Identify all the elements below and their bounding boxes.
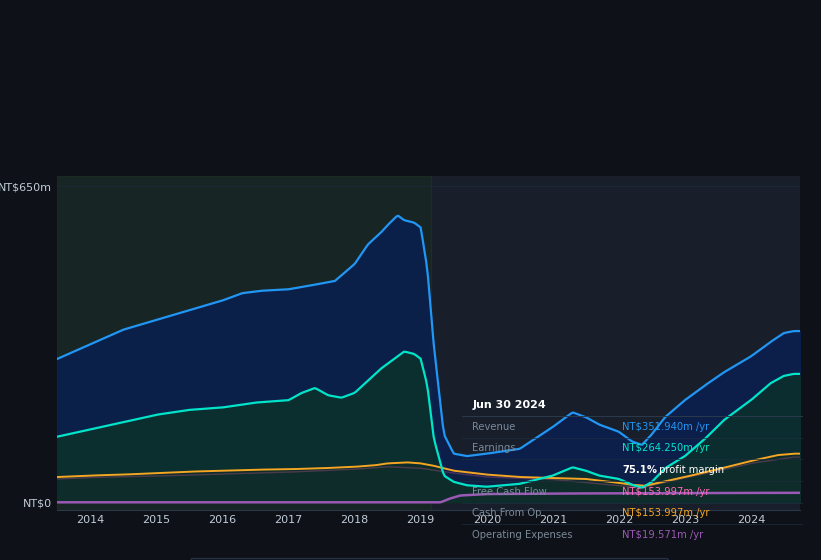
Text: NT$19.571m /yr: NT$19.571m /yr [622, 530, 704, 540]
Text: NT$351.940m /yr: NT$351.940m /yr [622, 422, 709, 432]
Text: NT$264.250m /yr: NT$264.250m /yr [622, 444, 709, 454]
Bar [431, 176, 800, 510]
Text: Revenue: Revenue [472, 422, 516, 432]
Text: Jun 30 2024: Jun 30 2024 [472, 400, 546, 410]
Text: Cash From Op: Cash From Op [472, 508, 542, 519]
Text: NT$153.997m /yr: NT$153.997m /yr [622, 487, 710, 497]
Text: 75.1%: 75.1% [622, 465, 658, 475]
Text: Operating Expenses: Operating Expenses [472, 530, 573, 540]
Text: Free Cash Flow: Free Cash Flow [472, 487, 547, 497]
Text: NT$153.997m /yr: NT$153.997m /yr [622, 508, 710, 519]
Bar [57, 176, 431, 510]
Text: Earnings: Earnings [472, 444, 516, 454]
Text: profit margin: profit margin [657, 465, 725, 475]
Legend: Revenue, Earnings, Free Cash Flow, Cash From Op, Operating Expenses: Revenue, Earnings, Free Cash Flow, Cash … [190, 558, 668, 560]
